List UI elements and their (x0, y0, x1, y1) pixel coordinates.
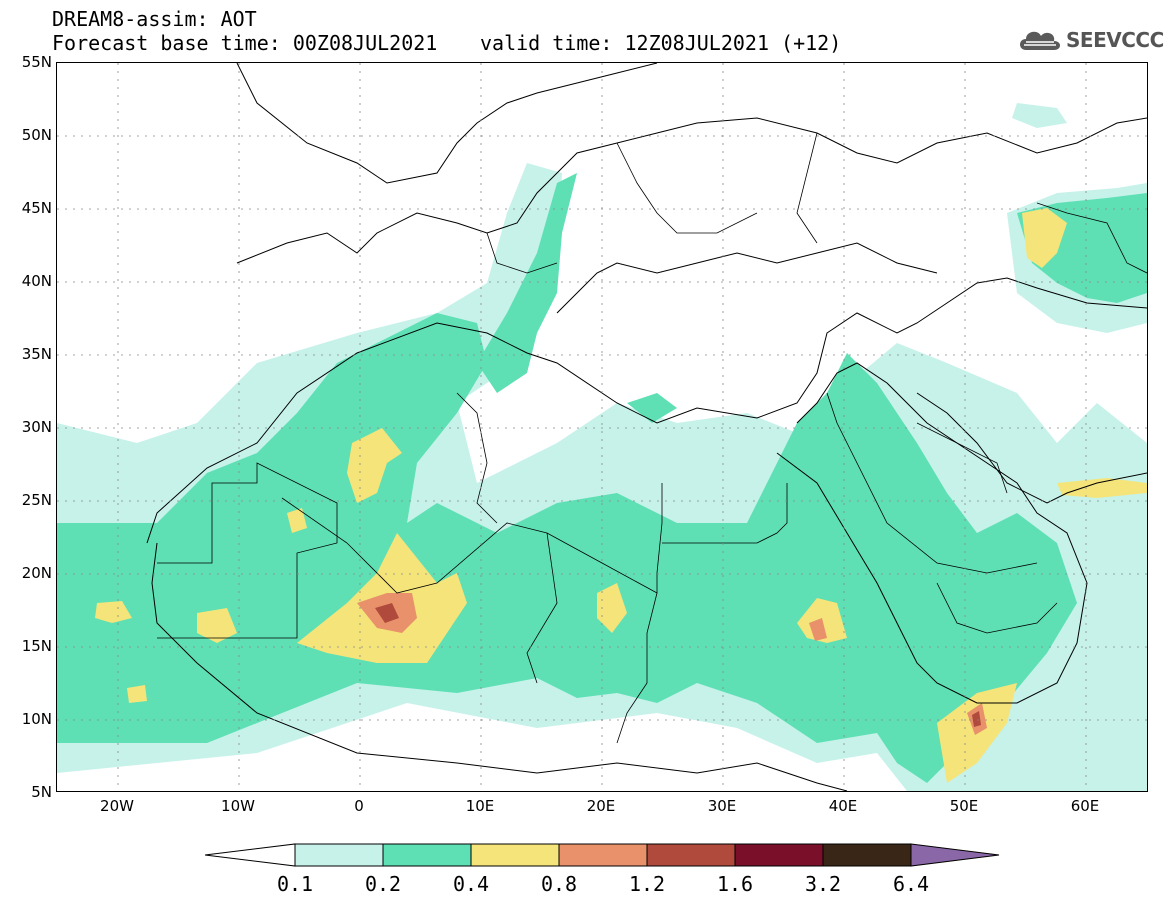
lon-label: 60E (1070, 797, 1100, 815)
lon-label: 20W (100, 797, 134, 815)
colorbar-segment (822, 843, 912, 867)
logo-text: SEEVCCC (1066, 28, 1164, 52)
colorbar-segment (294, 843, 384, 867)
lat-label: 55N (21, 53, 52, 71)
colorbar-label: 0.2 (364, 872, 402, 896)
lat-label: 30N (21, 418, 52, 436)
lat-label: 10N (21, 710, 52, 728)
colorbar-label: 1.2 (628, 872, 666, 896)
lat-label: 40N (21, 272, 52, 290)
colorbar-label: 0.1 (276, 872, 314, 896)
cloud-icon (1020, 31, 1060, 50)
lon-label: 0 (354, 797, 364, 815)
aot-level-1.2 (375, 603, 981, 727)
colorbar-segment (205, 843, 296, 867)
lat-label: 25N (21, 491, 52, 509)
country-borders (157, 132, 1147, 744)
lat-label: 5N (31, 783, 52, 801)
lat-label: 20N (21, 564, 52, 582)
lat-label: 35N (21, 345, 52, 363)
grid-lines (57, 63, 1147, 791)
colorbar-segment (734, 843, 824, 867)
lat-label: 15N (21, 637, 52, 655)
colorbar-label: 1.6 (716, 872, 754, 896)
lon-label: 20E (586, 797, 616, 815)
valid-time: valid time: 12Z08JUL2021 (+12) (480, 31, 842, 55)
colorbar-segment (646, 843, 736, 867)
colorbar-segment (558, 843, 648, 867)
colorbar-label: 6.4 (892, 872, 930, 896)
lon-label: 30E (707, 797, 737, 815)
lat-label: 50N (21, 126, 52, 144)
colorbar (205, 843, 1000, 867)
colorbar-label: 0.8 (540, 872, 578, 896)
lat-label: 45N (21, 199, 52, 217)
colorbar-label: 3.2 (804, 872, 842, 896)
colorbar-segment (382, 843, 472, 867)
aot-level-0.2 (57, 173, 1147, 783)
lon-label: 40E (828, 797, 858, 815)
lon-label: 10W (221, 797, 255, 815)
colorbar-segment (470, 843, 560, 867)
lon-label: 50E (949, 797, 979, 815)
colorbar-segment (910, 843, 1000, 867)
forecast-base-time: Forecast base time: 00Z08JUL2021 (52, 31, 438, 55)
colorbar-label: 0.4 (452, 872, 490, 896)
map-title: DREAM8-assim: AOT (52, 7, 257, 31)
map-frame (56, 62, 1148, 792)
aot-map (57, 63, 1147, 791)
lon-label: 10E (465, 797, 495, 815)
seevccc-logo: SEEVCCC (1016, 24, 1164, 60)
